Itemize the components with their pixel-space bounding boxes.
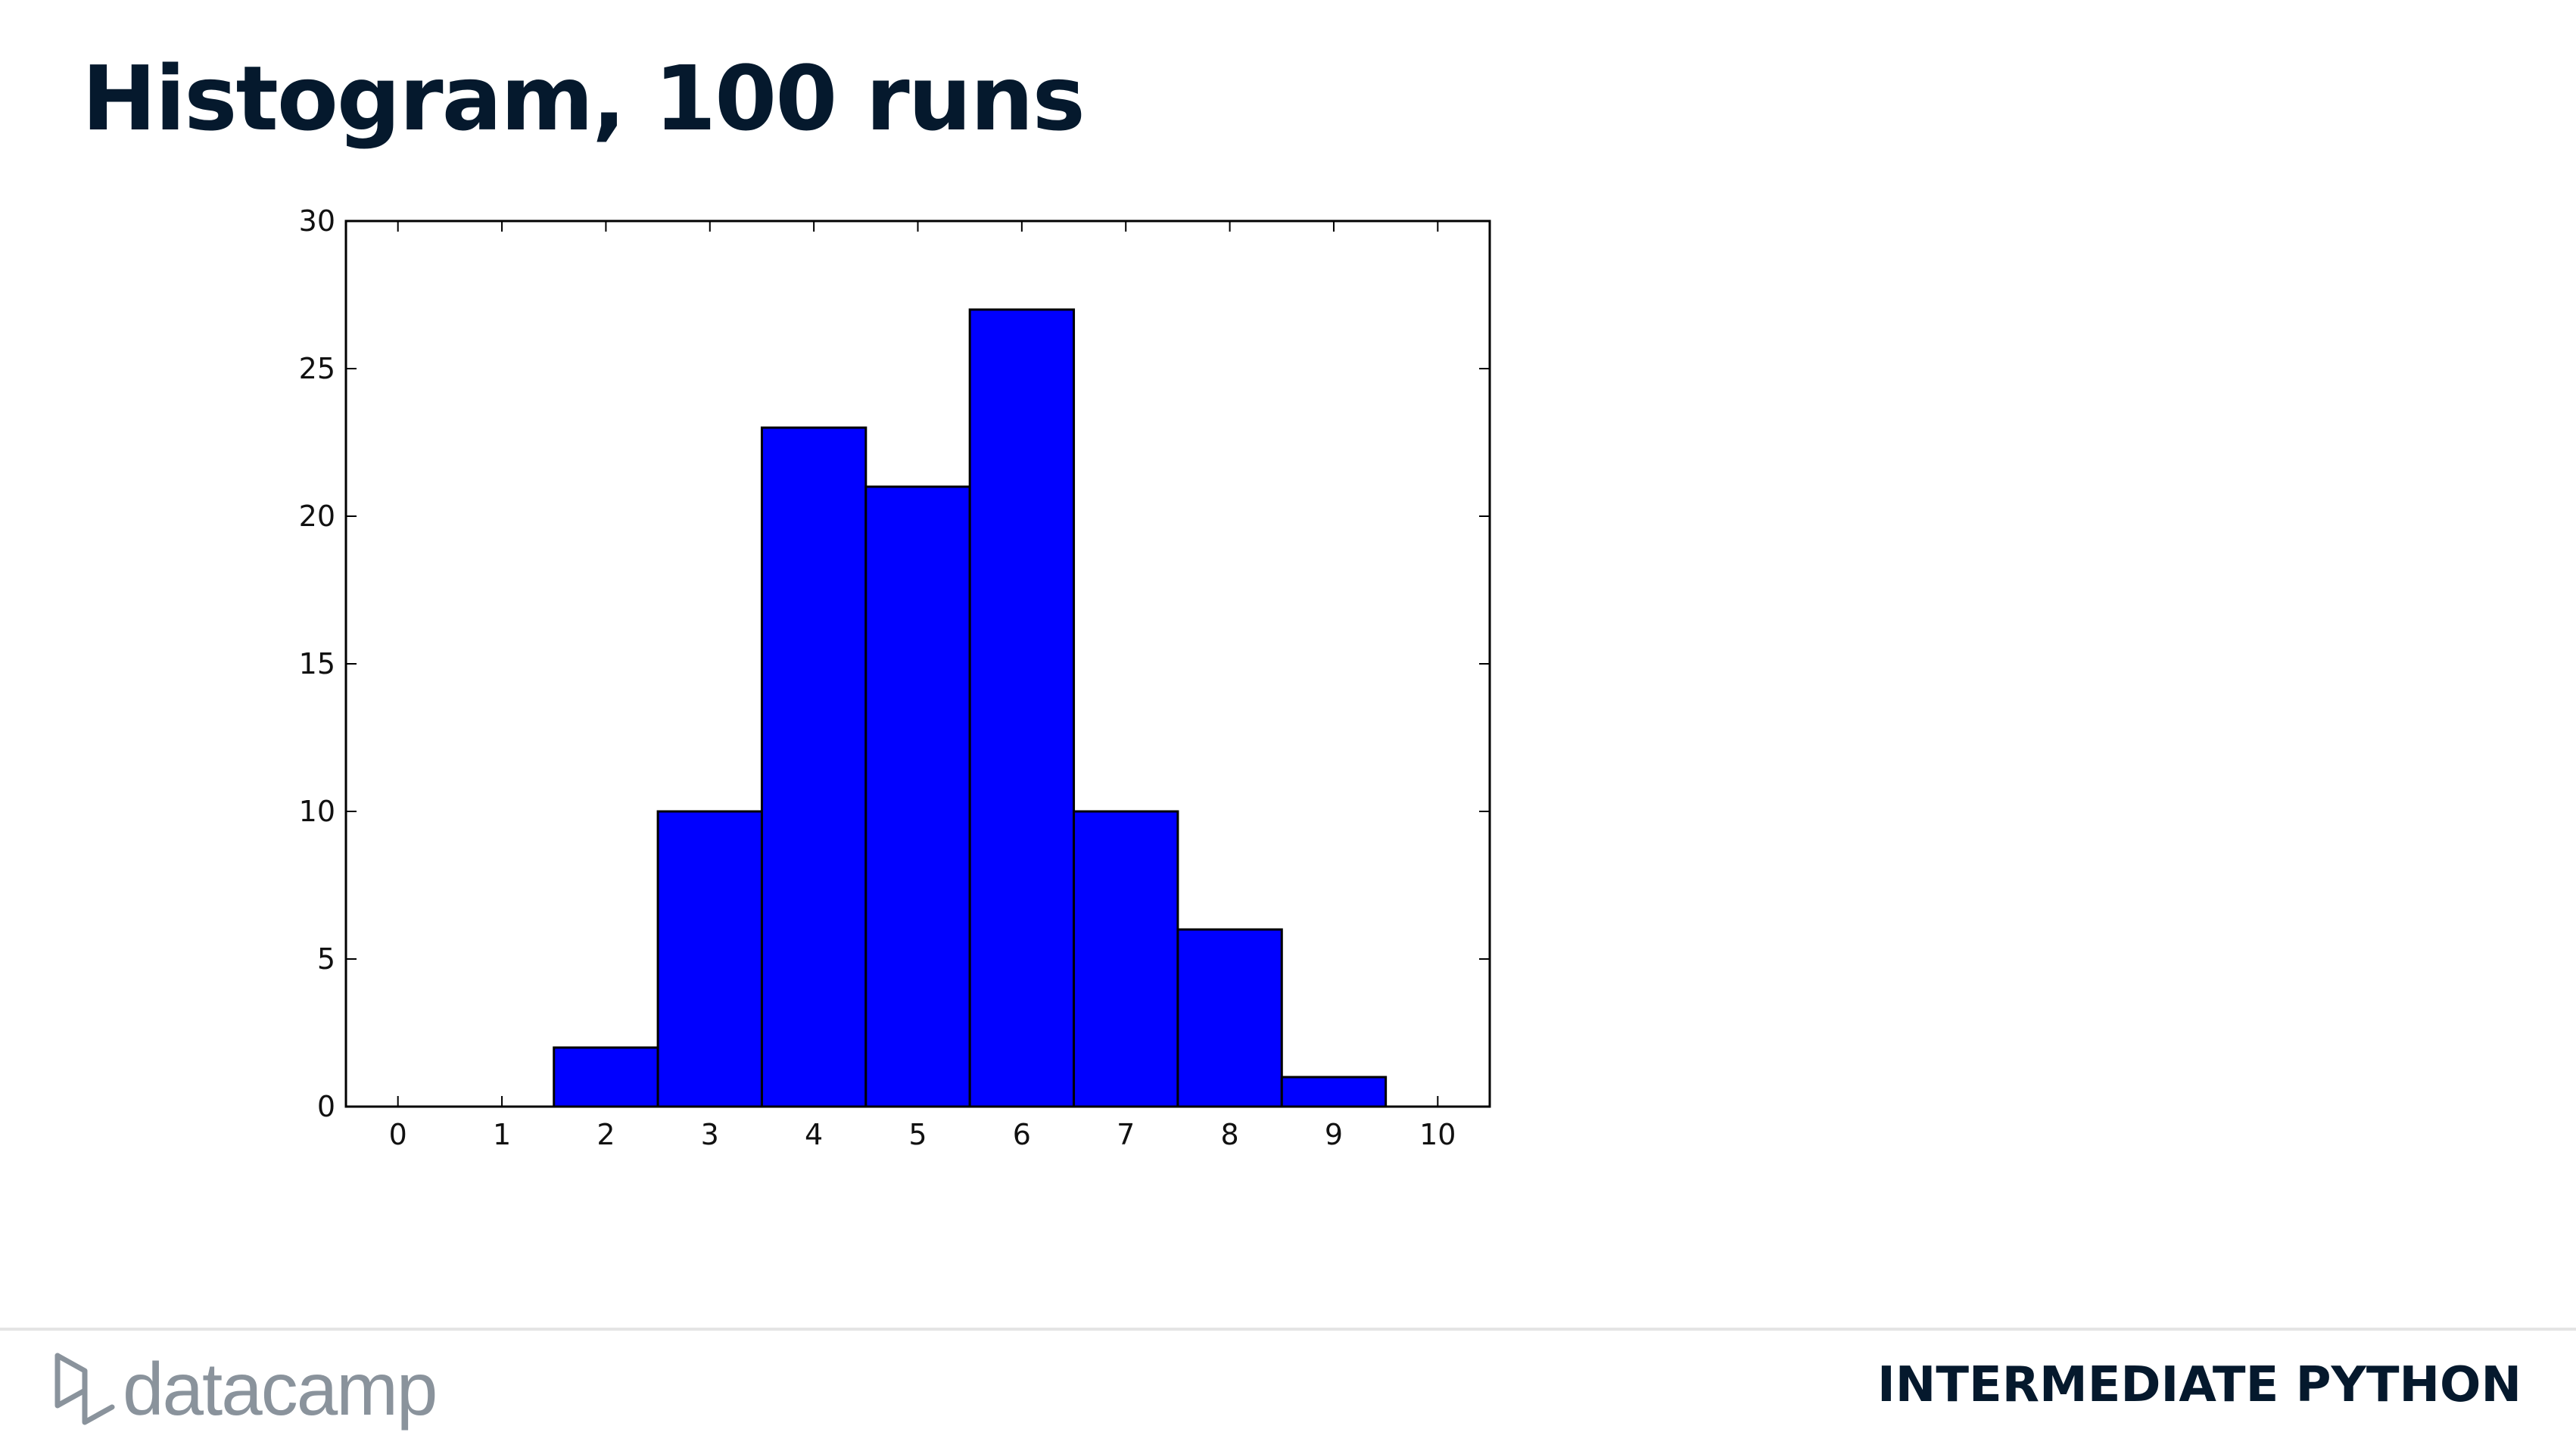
y-tick-label: 0 bbox=[317, 1090, 335, 1123]
x-tick-label: 7 bbox=[1117, 1118, 1135, 1151]
histogram-bar bbox=[968, 308, 1076, 1108]
x-axis-ticks: 0 1 2 3 4 5 6 7 8 9 10 bbox=[389, 221, 1456, 1151]
y-tick-label: 20 bbox=[299, 500, 335, 533]
y-tick-label: 30 bbox=[299, 204, 335, 238]
histogram-bar bbox=[1280, 1076, 1388, 1108]
histogram-bar bbox=[760, 426, 867, 1108]
y-tick-label: 15 bbox=[299, 647, 335, 680]
y-tick-label: 10 bbox=[299, 795, 335, 828]
histogram-bars bbox=[553, 308, 1388, 1108]
course-title: INTERMEDIATE PYTHON bbox=[1877, 1357, 2521, 1413]
x-tick-label: 9 bbox=[1325, 1118, 1343, 1151]
y-axis-ticks: 0 5 10 15 20 25 30 bbox=[299, 204, 1490, 1123]
y-tick-label: 5 bbox=[317, 942, 335, 976]
footer-divider bbox=[0, 1328, 2576, 1331]
logo-text: datacamp bbox=[123, 1347, 438, 1431]
histogram-bar bbox=[1073, 810, 1179, 1108]
x-tick-label: 0 bbox=[389, 1118, 407, 1151]
datacamp-logo-icon bbox=[55, 1353, 115, 1425]
y-tick-label: 25 bbox=[299, 352, 335, 385]
datacamp-logo: datacamp bbox=[53, 1347, 438, 1431]
histogram-bar bbox=[1176, 928, 1283, 1108]
histogram-bar bbox=[656, 810, 763, 1108]
x-tick-label: 3 bbox=[701, 1118, 719, 1151]
histogram-bar bbox=[864, 485, 971, 1108]
x-tick-label: 4 bbox=[805, 1118, 823, 1151]
x-tick-label: 8 bbox=[1220, 1118, 1238, 1151]
slide-title: Histogram, 100 runs bbox=[82, 46, 1086, 151]
x-tick-label: 2 bbox=[596, 1118, 615, 1151]
x-tick-label: 5 bbox=[908, 1118, 927, 1151]
plot-frame bbox=[344, 220, 1491, 1108]
x-tick-label: 6 bbox=[1013, 1118, 1031, 1151]
x-tick-label: 10 bbox=[1419, 1118, 1456, 1151]
x-tick-label: 1 bbox=[493, 1118, 511, 1151]
histogram-bar bbox=[553, 1046, 659, 1108]
